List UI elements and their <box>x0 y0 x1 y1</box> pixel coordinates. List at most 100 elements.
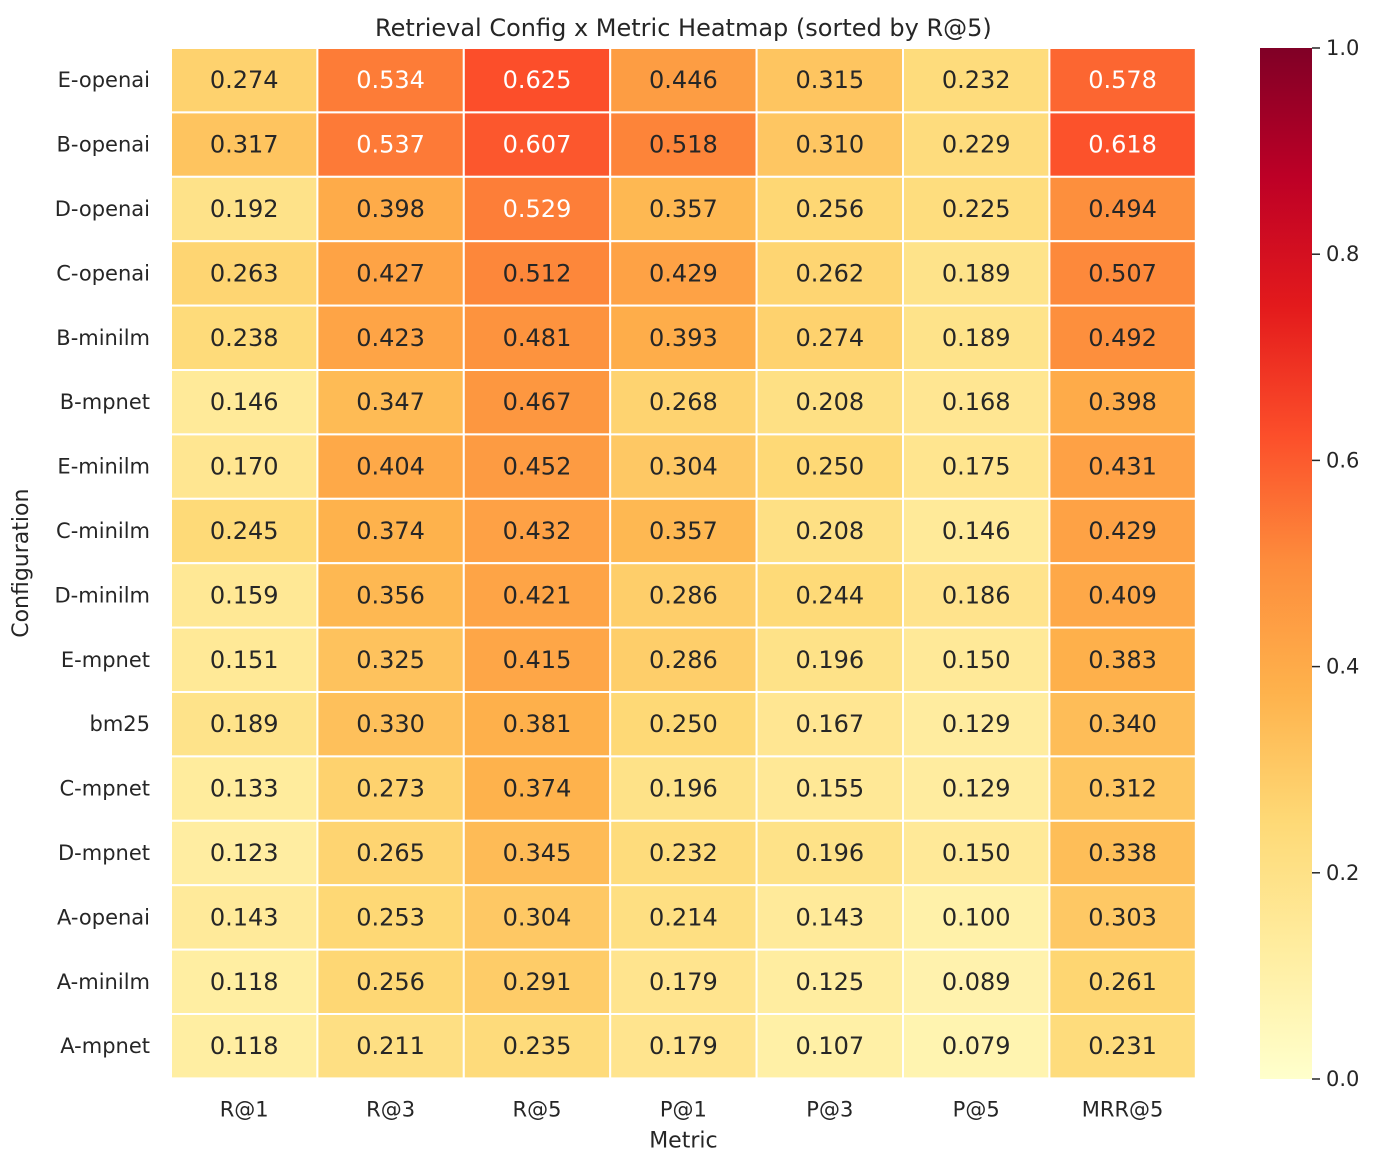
cell-value-label: 0.304 <box>503 903 572 931</box>
cell-value-label: 0.507 <box>1088 259 1157 287</box>
heatmap-cell <box>609 755 758 822</box>
cell-value-label: 0.170 <box>210 453 279 481</box>
heatmap-cell <box>609 369 758 436</box>
cell-value-label: 0.357 <box>649 195 718 223</box>
cell-value-label: 0.256 <box>795 195 864 223</box>
chart-title: Retrieval Config x Metric Heatmap (sorte… <box>375 14 992 42</box>
heatmap-cell <box>902 626 1051 693</box>
heatmap-cell <box>902 497 1051 565</box>
cell-value-label: 0.196 <box>649 775 718 803</box>
x-axis-title: Metric <box>649 1128 717 1153</box>
cell-value-label: 0.325 <box>356 646 425 674</box>
heatmap-cell <box>316 369 465 436</box>
cell-value-label: 0.427 <box>356 259 425 287</box>
column-label: MRR@5 <box>1082 1097 1164 1121</box>
column-label: P@3 <box>806 1097 853 1121</box>
cell-value-label: 0.534 <box>356 66 425 94</box>
cell-value-label: 0.107 <box>795 1032 864 1060</box>
heatmap-cell <box>755 497 904 565</box>
cell-value-label: 0.421 <box>503 581 572 609</box>
cell-value-label: 0.537 <box>356 131 425 159</box>
cell-value-label: 0.100 <box>942 903 1011 931</box>
cell-value-label: 0.274 <box>795 324 864 352</box>
cell-value-label: 0.494 <box>1088 195 1157 223</box>
heatmap-cell <box>609 819 758 887</box>
cell-value-label: 0.374 <box>356 517 425 545</box>
cell-value-label: 0.356 <box>356 581 425 609</box>
row-label: A-minilm <box>57 970 150 994</box>
heatmap-cell <box>609 691 758 758</box>
cell-value-label: 0.347 <box>356 388 425 416</box>
colorbar: 0.0 0.2 0.4 0.6 0.8 1.0 <box>1260 36 1359 1091</box>
cell-value-label: 0.518 <box>649 131 718 159</box>
heatmap-cell <box>1048 884 1197 951</box>
cell-value-label: 0.253 <box>356 903 425 931</box>
heatmap-cell <box>170 47 319 114</box>
heatmap-cell <box>755 1013 904 1080</box>
row-label: B-mpnet <box>60 390 150 414</box>
row-labels: E-openai B-openai D-openai C-openai B-minilm… <box>55 68 150 1058</box>
cell-value-label: 0.129 <box>942 775 1011 803</box>
cell-value-label: 0.409 <box>1088 581 1157 609</box>
heatmap-cell <box>755 626 904 693</box>
cell-value-label: 0.268 <box>649 388 718 416</box>
heatmap-cell <box>170 433 319 500</box>
row-label: E-openai <box>58 68 150 92</box>
cell-value-label: 0.229 <box>942 131 1011 159</box>
heatmap-cell <box>902 240 1051 307</box>
cell-value-label: 0.089 <box>942 968 1011 996</box>
cell-value-label: 0.238 <box>210 324 279 352</box>
heatmap-cell <box>902 47 1051 114</box>
cell-value-label: 0.374 <box>503 775 572 803</box>
heatmap-cell <box>170 111 319 178</box>
row-label: C-minilm <box>56 519 150 543</box>
row-label: A-openai <box>57 905 150 929</box>
heatmap-cell <box>462 433 612 500</box>
cell-value-label: 0.123 <box>210 839 279 867</box>
cell-value-label: 0.151 <box>210 646 279 674</box>
heatmap-cell <box>462 1013 612 1080</box>
cell-value-label: 0.235 <box>503 1032 572 1060</box>
cell-value-label: 0.179 <box>649 1032 718 1060</box>
heatmap-cell <box>1048 755 1197 822</box>
cell-value-label: 0.398 <box>356 195 425 223</box>
cell-value-label: 0.146 <box>210 388 279 416</box>
heatmap-cell <box>462 304 612 372</box>
column-label: R@1 <box>220 1097 269 1121</box>
cell-value-label: 0.133 <box>210 775 279 803</box>
row-label: E-mpnet <box>61 648 150 672</box>
cell-value-label: 0.431 <box>1088 453 1157 481</box>
cell-value-label: 0.232 <box>649 839 718 867</box>
cell-value-label: 0.196 <box>795 646 864 674</box>
cell-value-label: 0.150 <box>942 646 1011 674</box>
cell-value-label: 0.150 <box>942 839 1011 867</box>
cell-value-label: 0.415 <box>503 646 572 674</box>
cell-value-label: 0.481 <box>503 324 572 352</box>
column-label: R@5 <box>513 1097 562 1121</box>
heatmap-cell <box>316 175 465 243</box>
heatmap-cell <box>170 240 319 307</box>
heatmap-cell <box>1048 369 1197 436</box>
cell-value-label: 0.429 <box>649 259 718 287</box>
cell-value-label: 0.529 <box>503 195 572 223</box>
cell-value-label: 0.578 <box>1088 66 1157 94</box>
cell-value-label: 0.168 <box>942 388 1011 416</box>
cell-value-label: 0.303 <box>1088 903 1157 931</box>
cell-value-label: 0.192 <box>210 195 279 223</box>
cell-value-label: 0.432 <box>503 517 572 545</box>
cell-value-label: 0.256 <box>356 968 425 996</box>
heatmap-cell <box>609 497 758 565</box>
cell-value-label: 0.312 <box>1088 775 1157 803</box>
colorbar-tick-label: 0.0 <box>1326 1067 1359 1091</box>
heatmap-cell <box>170 819 319 887</box>
cell-value-label: 0.291 <box>503 968 572 996</box>
heatmap-cell <box>316 47 465 114</box>
cell-value-label: 0.189 <box>942 324 1011 352</box>
heatmap-cell <box>170 304 319 372</box>
cell-value-label: 0.452 <box>503 453 572 481</box>
column-labels: R@1 R@3 R@5 P@1 P@3 P@5 MRR@5 <box>220 1097 1164 1121</box>
cell-value-label: 0.512 <box>503 259 572 287</box>
heatmap-cell <box>316 1013 465 1080</box>
cell-value-label: 0.118 <box>210 1032 279 1060</box>
cell-value-label: 0.245 <box>210 517 279 545</box>
